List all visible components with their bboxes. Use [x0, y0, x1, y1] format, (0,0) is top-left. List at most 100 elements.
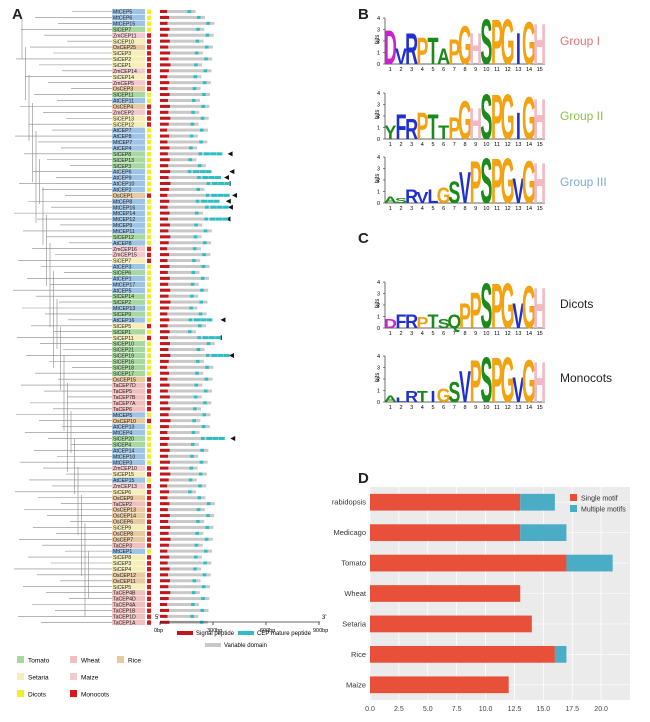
logo-position-label: 8 [463, 142, 466, 148]
variable-domain-bar [160, 187, 205, 191]
gene-label: MtCEP12 [113, 217, 135, 223]
mature-peptide-bar [193, 318, 200, 322]
mature-peptide-bar [205, 170, 212, 174]
logo-position-label: 11 [494, 142, 500, 148]
variable-domain-bar [160, 63, 203, 67]
group-marker [147, 371, 151, 376]
logo-position-label: 1 [389, 206, 392, 212]
variable-domain-bar [160, 514, 215, 518]
logo-letter: R [405, 25, 418, 75]
mature-peptide-bar [210, 205, 217, 209]
mature-peptide-bar [199, 140, 203, 144]
logo-position-label: 13 [515, 206, 521, 212]
group-marker [147, 169, 151, 175]
x-tick-label: 7.5 [452, 706, 462, 713]
logo-letter: I [430, 388, 435, 406]
variable-domain-bar [160, 543, 203, 547]
variable-domain-bar [160, 348, 205, 352]
gene-label: TaCEP4A [113, 603, 136, 609]
mature-peptide-bar [192, 579, 197, 583]
gene-label: SlCEP2 [113, 300, 131, 306]
group-marker [147, 555, 151, 560]
logo-letter: A [384, 394, 398, 405]
signal-peptide-bar [160, 324, 168, 328]
logo-position-label: 11 [494, 206, 500, 212]
group-marker [147, 460, 151, 465]
gene-label-bg [112, 483, 145, 489]
chart-legend: Single motif Multiple motifs [570, 494, 626, 514]
mature-peptide-bar [200, 448, 204, 452]
mature-peptide-bar [191, 603, 195, 606]
logo-position-label: 15 [537, 142, 543, 148]
mature-peptide-bar [195, 211, 199, 215]
gene-label: SiCEP1 [113, 63, 131, 69]
legend-label-single: Single motif [581, 496, 618, 503]
gene-label-bg [112, 554, 145, 560]
gene-label-bg [112, 376, 145, 382]
logo-letter: T [428, 310, 440, 332]
logo-y-tick-label: 2 [377, 303, 380, 309]
mature-peptide-bar [200, 128, 204, 132]
species-label-tomato: Tomato [28, 658, 50, 665]
mature-peptide-bar [212, 436, 219, 440]
gene-label: SlCEP12 [113, 235, 134, 241]
mature-peptide-bar [191, 591, 196, 595]
mature-peptide-bar [217, 353, 224, 357]
gene-label-bg [112, 109, 145, 116]
group-marker [147, 323, 151, 329]
signal-peptide-bar [160, 490, 170, 494]
signal-peptide-bar [160, 164, 169, 168]
logo-letter: R [405, 388, 418, 406]
group-marker [147, 151, 151, 157]
logo-y-label: bits [375, 110, 381, 119]
gene-label: ZmCEP11 [113, 33, 137, 39]
group-marker [147, 567, 151, 572]
logo-letter: G [501, 271, 515, 342]
mature-peptide-bar [195, 371, 199, 375]
mature-peptide-bar [193, 170, 200, 174]
variable-domain-bar [160, 419, 201, 423]
bar-single-motif [370, 524, 521, 542]
signal-peptide-bar [160, 431, 168, 435]
signal-peptide-bar [160, 98, 168, 102]
gene-label: SlCEP10 [113, 342, 134, 348]
gene-label-bg [112, 311, 145, 317]
mature-peptide-bar [201, 264, 206, 268]
gene-label-bg [112, 44, 145, 50]
mature-peptide-bar [198, 472, 203, 476]
logo-letter: G [501, 82, 515, 153]
gene-label: SlCEP21 [113, 348, 134, 354]
dicots-label: Dicots [560, 297, 593, 311]
variable-domain-bar [160, 27, 205, 31]
mature-peptide-bar [197, 176, 201, 180]
mature-peptide-bar [192, 259, 196, 263]
group-marker [147, 531, 151, 536]
panel-label-c: C [358, 230, 369, 247]
signal-peptide-bar [160, 306, 169, 310]
signal-peptide-bar [160, 531, 169, 535]
variable-domain-bar [160, 104, 210, 108]
variable-domain-bar [160, 531, 204, 535]
mature-peptide-bar [193, 235, 198, 239]
variable-domain-bar [160, 425, 210, 429]
mature-peptide-bar [199, 300, 204, 304]
logo-position-label: 14 [526, 405, 532, 411]
signal-peptide-bar [160, 336, 168, 340]
signal-peptide-bar [160, 170, 171, 174]
logo-position-label: 6 [442, 206, 445, 212]
group-marker [147, 448, 151, 453]
logo-position-label: 4 [421, 67, 424, 73]
gene-label-bg [112, 80, 145, 86]
legend-swatch-single [570, 494, 577, 501]
mature-peptide-bar [203, 561, 207, 565]
logo-position-label: 1 [389, 405, 392, 411]
logo-y-label: bits [375, 373, 381, 382]
species-label-rice: Rice [128, 658, 141, 665]
group-marker [147, 199, 151, 204]
logo-position-label: 1 [389, 142, 392, 148]
variable-domain-bar [160, 484, 207, 488]
variable-domain-bar [160, 15, 205, 19]
variable-domain-bar [160, 264, 210, 268]
mature-peptide-bar [187, 330, 192, 334]
variable-domain-bar [160, 608, 209, 612]
